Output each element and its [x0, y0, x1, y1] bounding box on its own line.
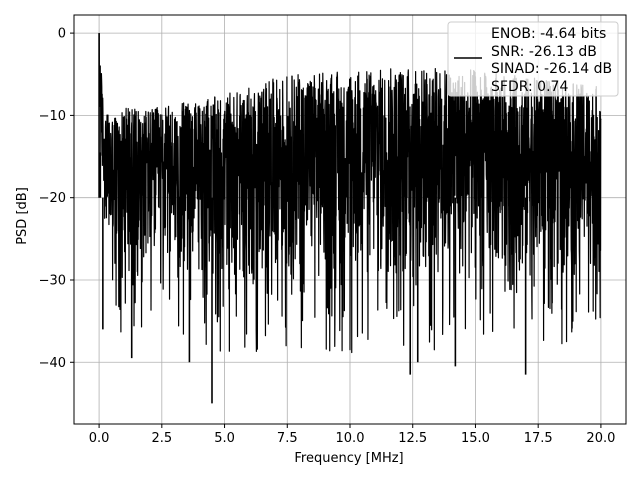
y-axis-ticks: 0 −10 −20 −30 −40	[39, 27, 74, 371]
x-tick-label-1: 2.5	[151, 431, 172, 446]
legend-entry-enob: ENOB: -4.64 bits	[491, 26, 606, 42]
y-tick-label-0: 0	[58, 27, 66, 42]
y-axis-label: PSD [dB]	[15, 187, 30, 245]
legend-entry-snr: SNR: -26.13 dB	[491, 44, 597, 60]
x-tick-label-3: 7.5	[277, 431, 298, 446]
legend-entry-sinad: SINAD: -26.14 dB	[491, 61, 612, 77]
y-tick-label-4: −40	[39, 356, 66, 371]
x-axis-label: Frequency [MHz]	[294, 451, 403, 466]
y-tick-label-1: −10	[39, 109, 66, 124]
legend-box	[447, 21, 619, 97]
x-tick-label-0: 0.0	[89, 431, 110, 446]
x-tick-label-4: 10.0	[336, 431, 365, 446]
x-tick-label-7: 17.5	[524, 431, 553, 446]
legend-entry-sfdr: SFDR: 0.74	[491, 79, 568, 95]
psd-trace	[98, 33, 602, 404]
legend: ENOB: -4.64 bits SNR: -26.13 dB SINAD: -…	[447, 21, 619, 97]
x-axis-ticks: 0.0 2.5 5.0 7.5 10.0 12.5 15.0 17.5 20.0	[89, 424, 615, 446]
y-tick-label-2: −20	[39, 191, 66, 206]
x-tick-label-5: 12.5	[398, 431, 427, 446]
psd-trace-line	[98, 33, 602, 354]
x-tick-label-2: 5.0	[214, 431, 235, 446]
x-tick-label-6: 15.0	[461, 431, 490, 446]
x-tick-label-8: 20.0	[586, 431, 615, 446]
y-tick-label-3: −30	[39, 273, 66, 288]
